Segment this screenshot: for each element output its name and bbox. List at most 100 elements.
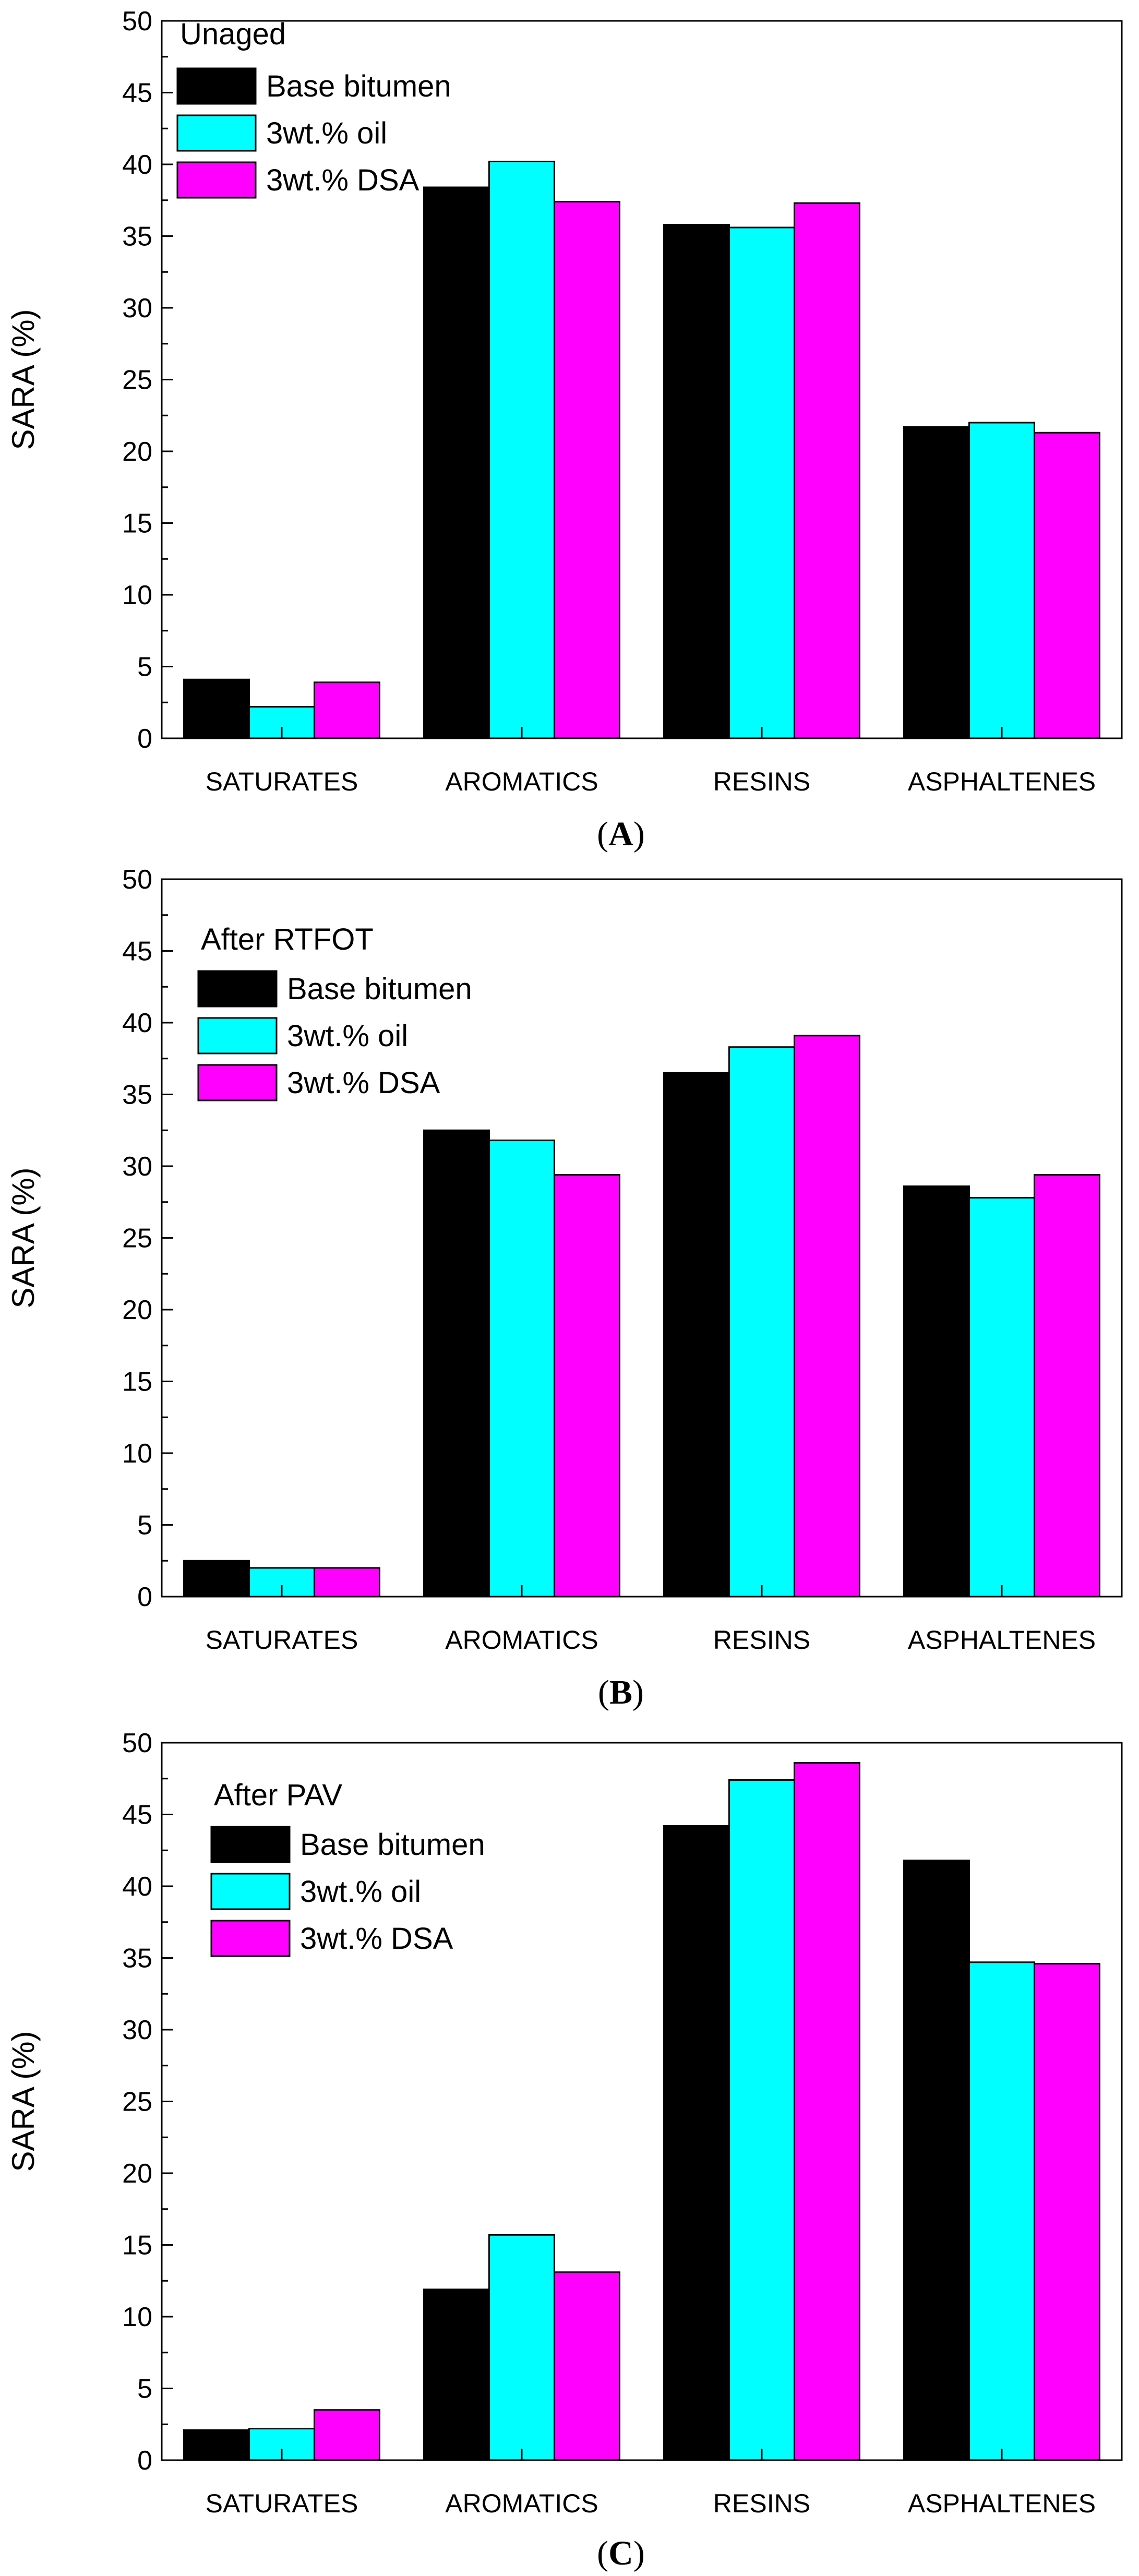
panel-label-close-paren: ) xyxy=(633,2534,645,2572)
bar-asphaltenes-3wt-dsa xyxy=(1034,432,1100,739)
bar-saturates-base-bitumen xyxy=(183,1560,250,1598)
bar-aromatics-base-bitumen xyxy=(423,1129,490,1598)
bar-resins-base-bitumen xyxy=(663,1825,730,2461)
bar-aromatics-3wt-dsa xyxy=(554,1174,620,1598)
legend-label-3wt-oil: 3wt.% oil xyxy=(266,116,387,150)
bar-saturates-3wt-dsa xyxy=(314,1567,380,1598)
bar-asphaltenes-base-bitumen xyxy=(903,1185,970,1598)
legend-swatch-3wt-dsa xyxy=(176,161,257,199)
y-tick-label: 45 xyxy=(122,1800,152,1830)
y-tick-label: 10 xyxy=(122,1439,152,1469)
y-axis-title: SARA (%) xyxy=(6,1167,41,1308)
y-tick-label: 5 xyxy=(137,652,152,682)
panel-label: (B) xyxy=(598,1673,644,1711)
y-tick-label: 50 xyxy=(122,6,152,37)
panel-label-close-paren: ) xyxy=(633,815,645,853)
y-tick-label: 35 xyxy=(122,1080,152,1110)
bar-saturates-3wt-dsa xyxy=(314,681,380,739)
y-tick-label: 45 xyxy=(122,78,152,109)
legend-label-3wt-oil: 3wt.% oil xyxy=(287,1019,408,1053)
x-category-label-aromatics: AROMATICS xyxy=(445,1625,598,1655)
y-axis-title: SARA (%) xyxy=(6,2031,41,2172)
y-axis-title: SARA (%) xyxy=(6,309,41,450)
bar-aromatics-3wt-oil xyxy=(488,1140,555,1598)
y-tick-label: 30 xyxy=(122,293,152,324)
panel-label-close-paren: ) xyxy=(632,1673,644,1711)
panel-label: (C) xyxy=(597,2534,645,2572)
bar-aromatics-3wt-oil xyxy=(488,2234,555,2461)
bar-resins-3wt-dsa xyxy=(794,202,860,739)
bar-resins-3wt-oil xyxy=(728,1779,795,2461)
bar-aromatics-3wt-dsa xyxy=(554,2271,620,2461)
y-tick-label: 20 xyxy=(122,1295,152,1325)
legend-label-3wt-dsa: 3wt.% DSA xyxy=(266,163,419,197)
y-tick-label: 0 xyxy=(137,1582,152,1612)
legend-label-3wt-dsa: 3wt.% DSA xyxy=(287,1066,440,1100)
legend-title: Unaged xyxy=(180,17,286,51)
y-tick-label: 35 xyxy=(122,222,152,252)
y-tick-label: 50 xyxy=(122,1728,152,1758)
legend-swatch-base-bitumen xyxy=(210,1826,291,1863)
legend-swatch-3wt-oil xyxy=(210,1873,291,1910)
chart-panel-a: 0 5 10 15 20 25 30 35 40 45 50 SATURATES AROMATICS RE… xyxy=(6,6,1123,853)
chart-panel-c: 0 5 10 15 20 25 30 35 40 45 50 SATURATES AROMATICS RE… xyxy=(6,1728,1123,2572)
y-tick-label: 10 xyxy=(122,2302,152,2332)
bar-asphaltenes-3wt-oil xyxy=(968,1197,1035,1598)
panel-label-letter: B xyxy=(609,1673,632,1711)
x-category-label-saturates: SATURATES xyxy=(206,1625,358,1655)
chart-panel-b: 0 5 10 15 20 25 30 35 40 45 50 SATURATES AROMATICS RE… xyxy=(6,865,1123,1711)
legend-swatch-3wt-oil xyxy=(197,1017,278,1055)
legend-swatch-base-bitumen xyxy=(197,970,278,1008)
legend-title: After RTFOT xyxy=(201,922,374,956)
bar-resins-base-bitumen xyxy=(663,1072,730,1598)
bar-asphaltenes-base-bitumen xyxy=(903,426,970,739)
y-tick-label: 40 xyxy=(122,1872,152,1902)
y-tick-label: 30 xyxy=(122,1152,152,1182)
y-tick-label: 15 xyxy=(122,1367,152,1397)
y-tick-label: 25 xyxy=(122,365,152,396)
y-tick-label: 25 xyxy=(122,2087,152,2117)
x-category-label-aromatics: AROMATICS xyxy=(445,767,598,796)
legend-title: After PAV xyxy=(214,1778,342,1812)
y-tick-label: 20 xyxy=(122,437,152,467)
x-category-label-saturates: SATURATES xyxy=(206,767,358,796)
bar-saturates-base-bitumen xyxy=(183,678,250,739)
bar-resins-3wt-oil xyxy=(728,1046,795,1598)
y-tick-label: 45 xyxy=(122,937,152,967)
bar-asphaltenes-3wt-oil xyxy=(968,422,1035,739)
y-tick-label: 10 xyxy=(122,580,152,610)
bar-aromatics-3wt-dsa xyxy=(554,201,620,739)
y-tick-label: 50 xyxy=(122,865,152,895)
y-tick-label: 30 xyxy=(122,2015,152,2045)
bar-resins-3wt-oil xyxy=(728,226,795,739)
y-tick-label: 15 xyxy=(122,509,152,539)
legend-label-base-bitumen: Base bitumen xyxy=(287,972,472,1006)
y-tick-label: 25 xyxy=(122,1224,152,1254)
x-category-label-saturates: SATURATES xyxy=(206,2489,358,2518)
x-category-label-asphaltenes: ASPHALTENES xyxy=(908,767,1096,796)
y-tick-label: 35 xyxy=(122,1944,152,1974)
bar-asphaltenes-3wt-dsa xyxy=(1034,1963,1100,2461)
panel-label-open-paren: ( xyxy=(598,1673,609,1711)
bar-aromatics-3wt-oil xyxy=(488,161,555,739)
bar-asphaltenes-base-bitumen xyxy=(903,1860,970,2461)
legend-label-3wt-dsa: 3wt.% DSA xyxy=(300,1922,453,1956)
y-tick-label: 15 xyxy=(122,2231,152,2261)
legend-label-base-bitumen: Base bitumen xyxy=(266,69,451,103)
y-tick-label: 0 xyxy=(137,2446,152,2476)
panel-label-open-paren: ( xyxy=(597,815,608,853)
legend-swatch-3wt-oil xyxy=(176,114,257,152)
bar-resins-base-bitumen xyxy=(663,224,730,739)
panel-label-letter: C xyxy=(608,2534,633,2572)
bar-aromatics-base-bitumen xyxy=(423,186,490,739)
panel-label-open-paren: ( xyxy=(597,2534,608,2572)
y-tick-label: 40 xyxy=(122,150,152,180)
bar-asphaltenes-3wt-dsa xyxy=(1034,1174,1100,1598)
bar-aromatics-base-bitumen xyxy=(423,2289,490,2461)
x-category-label-resins: RESINS xyxy=(713,2489,810,2518)
legend-swatch-3wt-dsa xyxy=(197,1064,278,1101)
x-category-label-resins: RESINS xyxy=(713,767,810,796)
y-tick-label: 20 xyxy=(122,2159,152,2189)
y-tick-label: 5 xyxy=(137,1511,152,1541)
